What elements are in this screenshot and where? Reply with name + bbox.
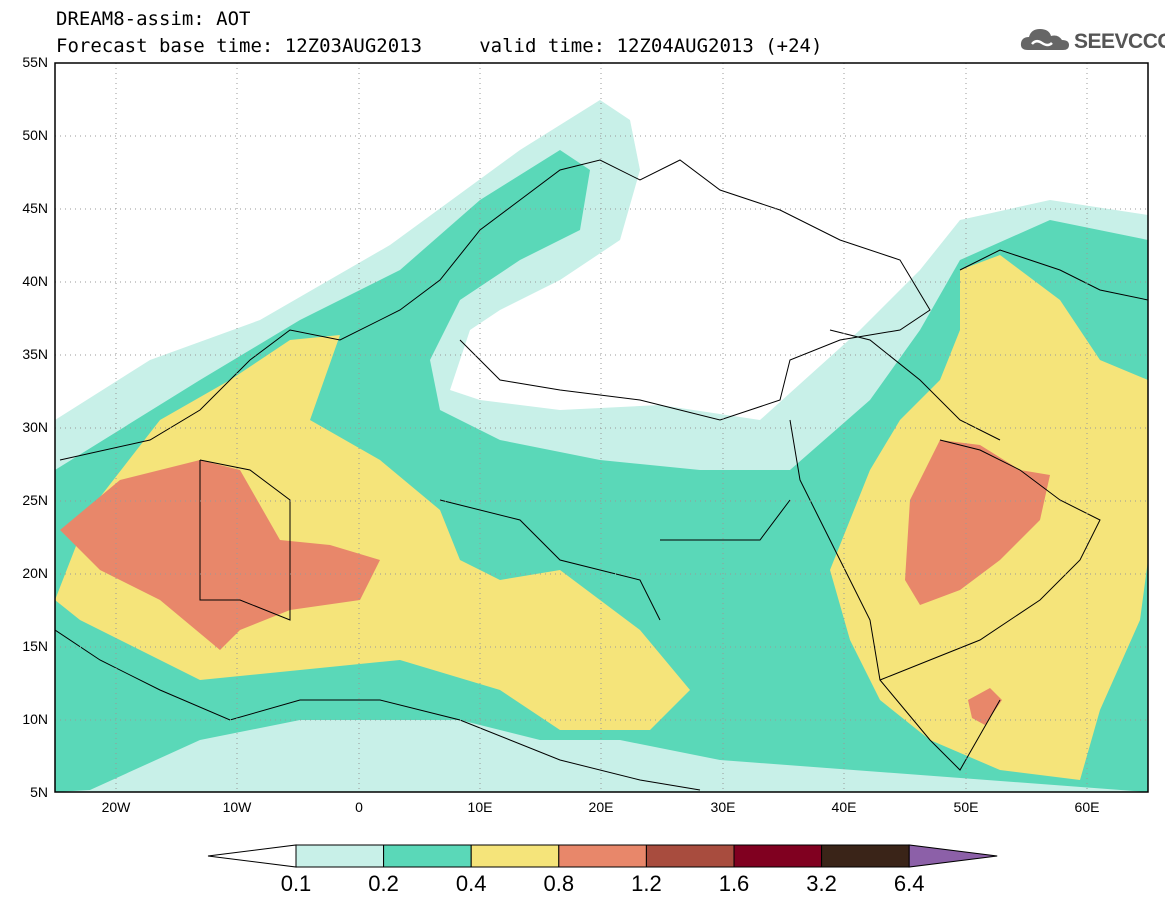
colorbar-swatch-2 bbox=[383, 844, 472, 868]
aot-band-0-8 bbox=[60, 460, 380, 650]
aot-band-0-8-horn bbox=[968, 688, 1002, 725]
colorbar-swatches bbox=[207, 844, 998, 868]
lat-tick-30n: 30N bbox=[22, 419, 48, 435]
aot-fields bbox=[55, 63, 1148, 792]
lon-tick-20e: 20E bbox=[589, 799, 614, 815]
colorbar-swatch-3 bbox=[470, 844, 560, 868]
colorbar-swatch-6 bbox=[733, 844, 823, 868]
lon-tick-50e: 50E bbox=[954, 799, 979, 815]
map-frame bbox=[54, 62, 1149, 793]
colorbar-label-2: 0.4 bbox=[456, 871, 487, 896]
lon-tick-60e: 60E bbox=[1075, 799, 1100, 815]
lat-tick-15n: 15N bbox=[22, 638, 48, 654]
colorbar-swatch-4 bbox=[558, 844, 647, 868]
coastlines bbox=[55, 159, 1148, 791]
lat-tick-5n: 5N bbox=[30, 784, 48, 800]
logo-text: SEEVCCC bbox=[1074, 30, 1165, 53]
colorbar-label-4: 1.2 bbox=[631, 871, 662, 896]
aot-map: 5N 10N 15N 20N 25N 30N 35N 40N 45N 50N 5… bbox=[22, 54, 1149, 815]
lat-axis: 5N 10N 15N 20N 25N 30N 35N 40N 45N 50N 5… bbox=[22, 54, 48, 800]
lat-tick-40n: 40N bbox=[22, 273, 48, 289]
lat-tick-55n: 55N bbox=[22, 54, 48, 70]
colorbar-swatch-7 bbox=[821, 844, 910, 868]
colorbar-arrow-high bbox=[908, 844, 998, 868]
lon-tick-10e: 10E bbox=[468, 799, 493, 815]
colorbar-label-0: 0.1 bbox=[281, 871, 312, 896]
colorbar-label-7: 6.4 bbox=[894, 871, 925, 896]
grid-lines bbox=[55, 63, 1148, 792]
lat-tick-50n: 50N bbox=[22, 127, 48, 143]
lon-tick-30e: 30E bbox=[711, 799, 736, 815]
colorbar-labels: 0.1 0.2 0.4 0.8 1.2 1.6 3.2 6.4 bbox=[281, 871, 925, 896]
lat-tick-10n: 10N bbox=[22, 711, 48, 727]
colorbar-arrow-low bbox=[207, 844, 297, 868]
lat-tick-25n: 25N bbox=[22, 492, 48, 508]
seevccc-logo: SEEVCCC bbox=[1018, 24, 1165, 56]
cloud-logo-icon bbox=[1020, 29, 1069, 50]
lon-tick-0: 0 bbox=[355, 799, 363, 815]
aot-band-0-8-arabia bbox=[905, 440, 1050, 605]
lon-tick-10w: 10W bbox=[223, 799, 253, 815]
colorbar-swatch-5 bbox=[645, 844, 735, 868]
title-line-1: DREAM8-assim: AOT bbox=[56, 8, 251, 30]
title-line-2: Forecast base time: 12Z03AUG2013 valid t… bbox=[56, 35, 823, 57]
lon-tick-20w: 20W bbox=[102, 799, 132, 815]
colorbar-label-3: 0.8 bbox=[544, 871, 575, 896]
lat-tick-20n: 20N bbox=[22, 565, 48, 581]
colorbar-label-5: 1.6 bbox=[719, 871, 750, 896]
lat-tick-45n: 45N bbox=[22, 200, 48, 216]
colorbar-swatch-1 bbox=[295, 844, 385, 868]
lon-tick-40e: 40E bbox=[832, 799, 857, 815]
lat-tick-35n: 35N bbox=[22, 346, 48, 362]
lon-axis: 20W 10W 0 10E 20E 30E 40E 50E 60E bbox=[102, 799, 1100, 815]
colorbar-label-1: 0.2 bbox=[368, 871, 399, 896]
colorbar-label-6: 3.2 bbox=[806, 871, 837, 896]
